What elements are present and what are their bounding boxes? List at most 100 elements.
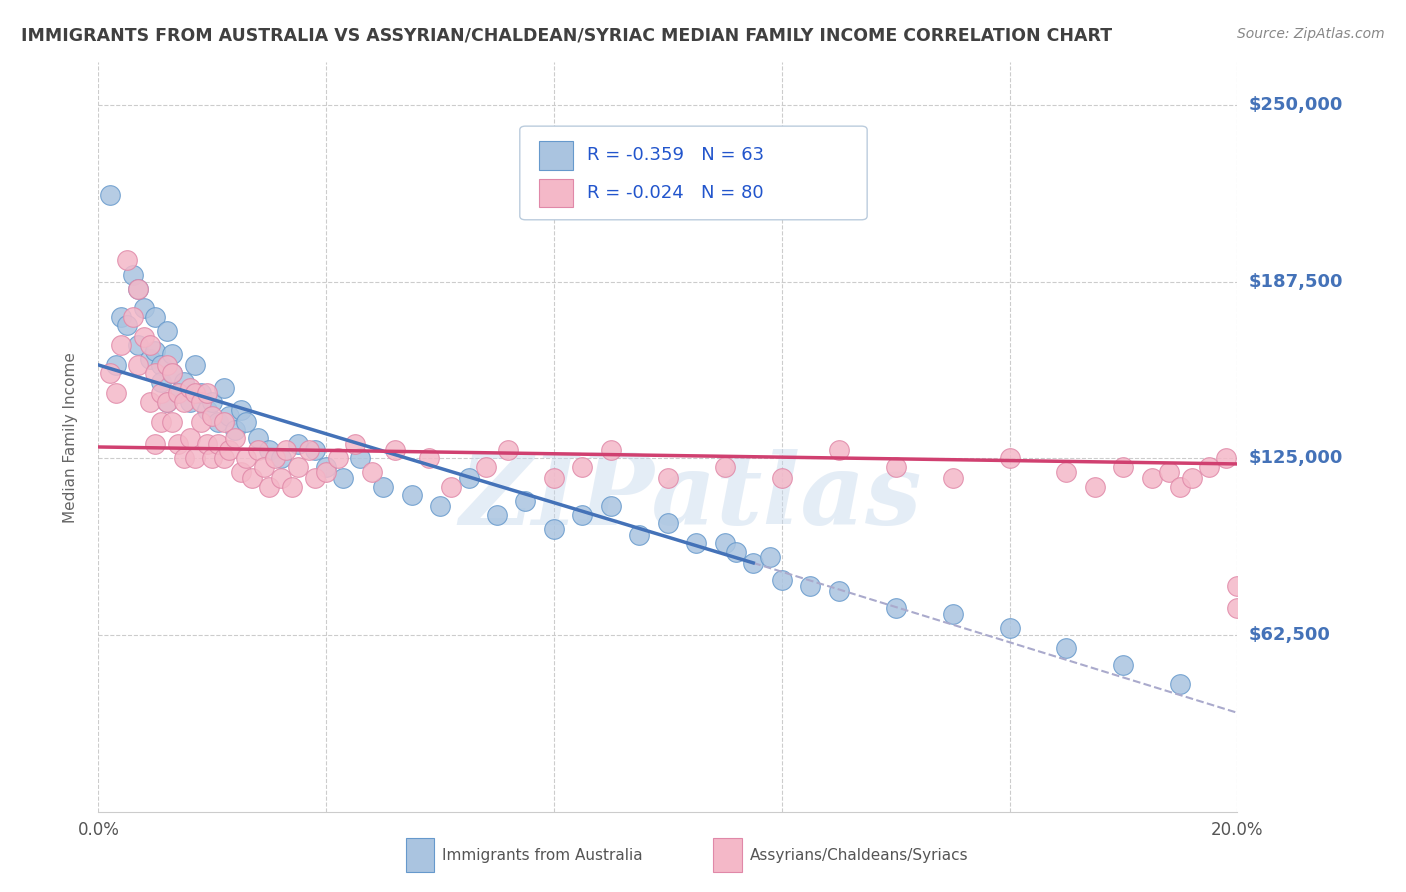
Point [145,310,167,324]
Point [725,544,748,558]
Point [657,471,679,485]
Point [259,442,281,457]
Point [104,386,127,401]
Point [195,437,218,451]
Point [207,437,229,451]
Point [156,394,179,409]
Point [167,437,190,451]
Point [486,508,509,522]
Point [474,459,496,474]
Point [190,415,212,429]
Point [1170,479,1192,493]
Point [138,338,160,352]
Point [264,451,287,466]
Point [714,459,737,474]
Point [224,432,246,446]
Point [1226,601,1249,615]
Point [600,500,623,514]
Point [246,432,269,446]
Point [304,442,326,457]
Point [212,451,235,466]
Point [298,442,321,457]
Point [440,479,463,493]
Text: Source: ZipAtlas.com: Source: ZipAtlas.com [1237,27,1385,41]
Point [156,324,179,338]
Point [498,442,520,457]
Point [162,367,184,381]
Point [543,522,565,536]
FancyBboxPatch shape [538,178,574,207]
Point [1112,657,1135,672]
Point [287,437,309,451]
Point [138,394,160,409]
FancyBboxPatch shape [520,126,868,219]
Point [150,358,173,372]
Point [1112,459,1135,474]
Point [150,415,173,429]
Point [218,409,240,423]
Point [173,394,195,409]
Point [276,442,298,457]
Text: $62,500: $62,500 [1249,626,1330,644]
Point [799,578,821,592]
Text: $250,000: $250,000 [1249,95,1343,114]
Point [1226,578,1249,592]
Point [287,459,309,474]
Point [184,358,207,372]
Point [246,442,269,457]
Point [429,500,451,514]
Point [184,451,207,466]
Point [179,394,201,409]
Point [162,346,184,360]
Point [127,358,149,372]
Point [270,451,292,466]
Text: R = -0.359   N = 63: R = -0.359 N = 63 [586,146,763,164]
Point [127,282,149,296]
Point [543,471,565,485]
Point [121,310,143,324]
Point [121,268,143,282]
Point [343,437,366,451]
Point [235,415,257,429]
Point [373,479,395,493]
Point [110,338,132,352]
Point [1140,471,1163,485]
Point [828,442,851,457]
Point [281,479,304,493]
Point [998,451,1021,466]
Point [179,381,201,395]
Point [1056,640,1078,655]
Point [190,394,212,409]
Point [229,403,252,417]
FancyBboxPatch shape [713,838,742,871]
Point [201,451,224,466]
Point [145,343,167,358]
Text: Assyrians/Chaldeans/Syriacs: Assyrians/Chaldeans/Syriacs [749,847,969,863]
Point [457,471,479,485]
Point [132,329,155,343]
Point [195,386,218,401]
Point [224,423,246,437]
Point [115,318,138,333]
Text: ZIPatlas: ZIPatlas [460,449,922,545]
Text: IMMIGRANTS FROM AUSTRALIA VS ASSYRIAN/CHALDEAN/SYRIAC MEDIAN FAMILY INCOME CORRE: IMMIGRANTS FROM AUSTRALIA VS ASSYRIAN/CH… [21,27,1112,45]
Point [884,601,907,615]
Point [418,451,440,466]
Point [138,352,160,367]
Point [259,479,281,493]
Point [127,282,149,296]
Point [270,471,292,485]
Point [515,493,537,508]
Point [229,466,252,480]
Point [315,466,337,480]
Point [600,442,623,457]
Text: $187,500: $187,500 [1249,273,1343,291]
Point [1157,466,1180,480]
Y-axis label: Median Family Income: Median Family Income [63,351,77,523]
Point [115,253,138,268]
Point [167,386,190,401]
Point [127,338,149,352]
Point [1084,479,1107,493]
Point [179,432,201,446]
Point [942,607,965,621]
